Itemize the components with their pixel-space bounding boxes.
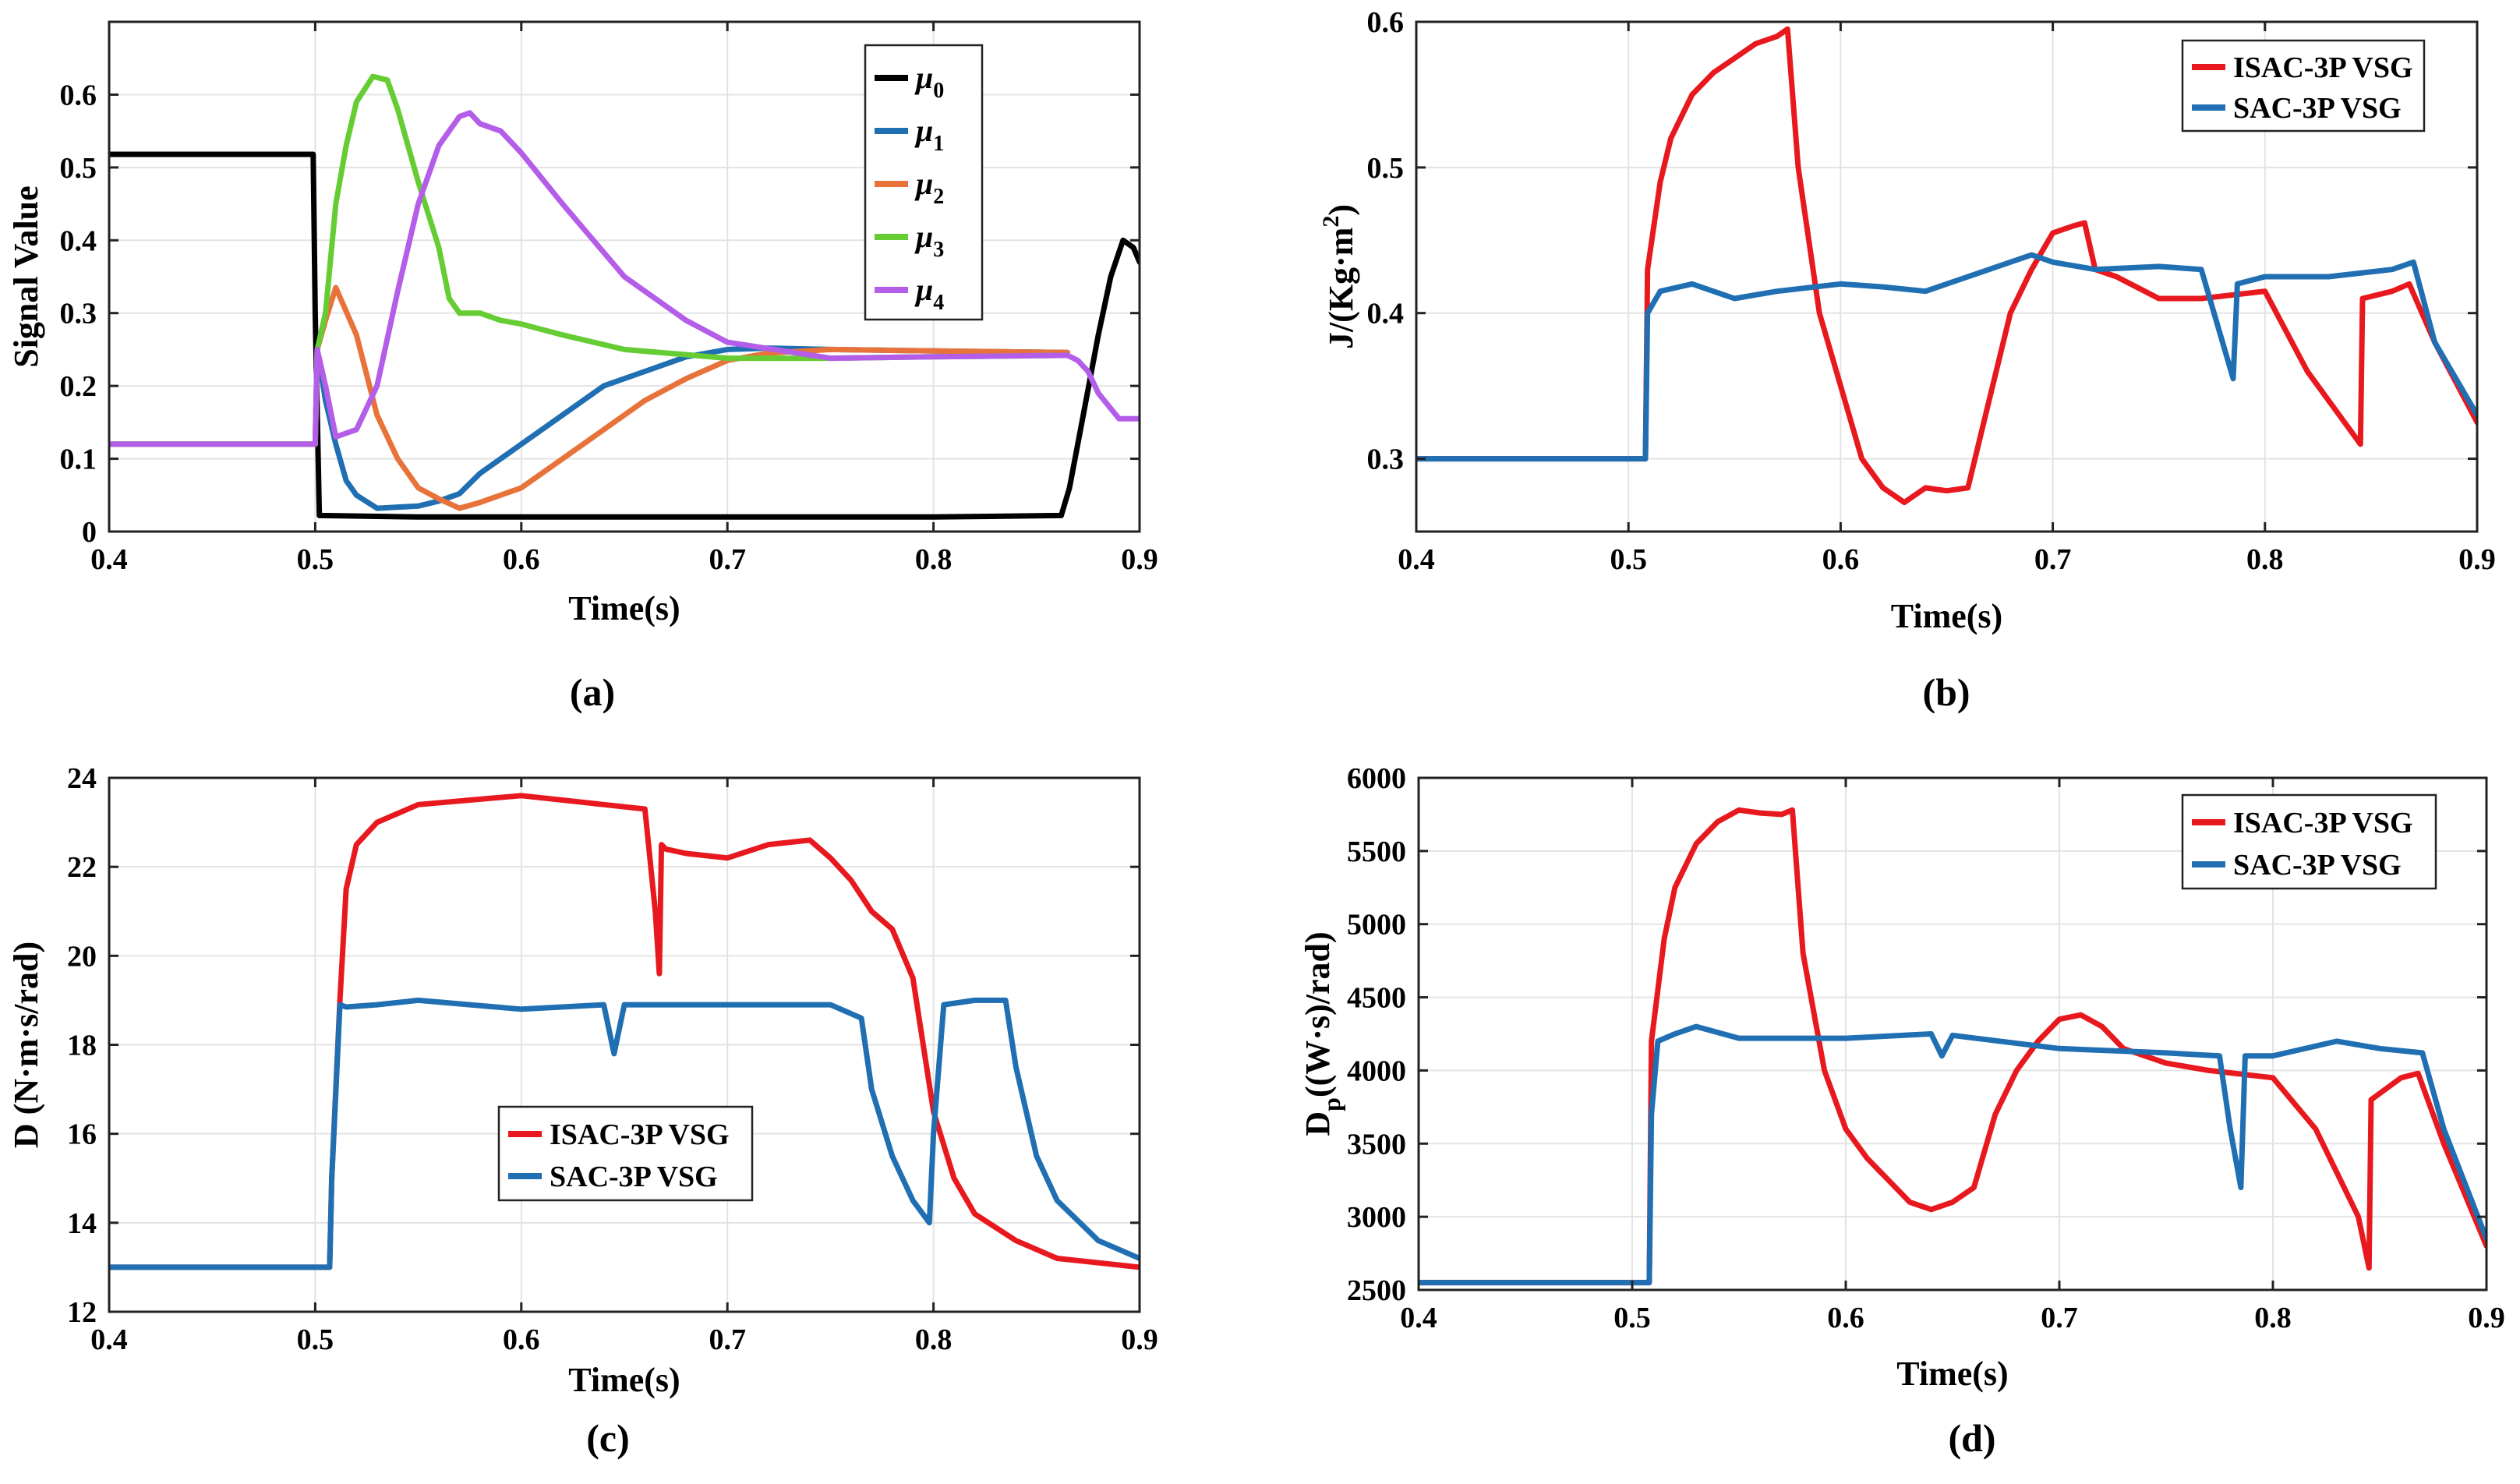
x-tick-label: 0.6 [503, 543, 540, 576]
legend-box [497, 1105, 754, 1202]
x-tick-label: 0.8 [2254, 1302, 2292, 1334]
y-tick-label: 5000 [1347, 909, 1406, 942]
axes-frame-d [1417, 776, 2488, 1291]
legend-box [2181, 793, 2437, 890]
y-axis-label: D (N·m·s/rad) [7, 942, 45, 1148]
legend-label: SAC-3P VSG [2233, 849, 2402, 882]
y-tick-label: 0.5 [1367, 152, 1405, 185]
legend-c: ISAC-3P VSG SAC-3P VSG [497, 1105, 754, 1202]
y-tick-label: 14 [67, 1207, 97, 1240]
series-line-d-1 [1419, 1023, 2486, 1286]
x-tick-label: 0.5 [297, 1323, 334, 1356]
y-tick-label: 0.2 [60, 370, 97, 403]
y-tick-label: 4500 [1347, 982, 1406, 1015]
caption-b: (b) [1922, 670, 1970, 714]
y-tick-label: 0.4 [1367, 298, 1405, 330]
axes-frame-b [1415, 20, 2479, 533]
x-axis-label: Time(s) [1891, 597, 2002, 635]
y-axis-label: Dp((W·s)/rad) [1299, 931, 1345, 1136]
series-line-c-1 [109, 997, 1140, 1270]
caption-d: (d) [1948, 1416, 1995, 1460]
series-line-a-3 [109, 73, 1070, 447]
legend-label: μ2 [914, 166, 944, 209]
x-tick-label: 0.7 [2041, 1302, 2078, 1334]
panel-a: 0.4 0.5 0.6 0.7 0.8 0.9 0 0.1 0.2 0.3 0.4 0.5 0.6 Tim… [7, 20, 1158, 714]
x-tick-label: 0.4 [90, 1323, 128, 1356]
x-axis-label: Time(s) [568, 1361, 680, 1399]
legend-label: SAC-3P VSG [550, 1161, 718, 1193]
y-tick-label: 3000 [1347, 1201, 1406, 1234]
axes-frame-a [108, 20, 1141, 533]
y-tick-label: 3500 [1347, 1128, 1406, 1161]
legend-label: μ3 [914, 219, 944, 262]
legend-box [2181, 39, 2426, 132]
x-tick-label: 0.6 [1822, 543, 1860, 576]
series-line-d-0 [1419, 807, 2486, 1286]
x-tick-label: 0.9 [2458, 543, 2496, 576]
caption-c: (c) [586, 1416, 630, 1460]
y-tick-label: 0.6 [60, 79, 97, 111]
x-tick-label: 0.8 [915, 1323, 953, 1356]
legend-label: ISAC-3P VSG [550, 1118, 730, 1151]
legend-label: SAC-3P VSG [2233, 92, 2402, 125]
y-tick-label: 0 [82, 516, 97, 549]
y-axis-label: J/(Kg·m2) [1318, 204, 1360, 349]
x-tick-label: 0.4 [90, 543, 128, 576]
y-tick-label: 0.4 [60, 224, 97, 257]
x-tick-label: 0.7 [709, 543, 746, 576]
y-tick-label: 0.3 [1367, 443, 1405, 476]
x-tick-label: 0.5 [1613, 1302, 1651, 1334]
x-tick-label: 0.7 [709, 1323, 746, 1356]
x-tick-label: 0.8 [2246, 543, 2284, 576]
series-group-a [109, 73, 1140, 520]
y-tick-label: 22 [67, 851, 97, 884]
x-tick-label: 0.9 [1121, 1323, 1158, 1356]
y-tick-label: 16 [67, 1118, 97, 1151]
y-axis-label: Signal Value [7, 186, 45, 368]
series-line-b-0 [1416, 26, 2477, 506]
series-group-b [1416, 26, 2477, 506]
y-tick-label: 0.6 [1367, 6, 1405, 39]
x-tick-label: 0.4 [1398, 543, 1435, 576]
series-line-a-4 [109, 110, 1140, 447]
x-axis-label: Time(s) [1896, 1355, 2008, 1393]
legend-label: μ0 [914, 60, 944, 103]
y-tick-label: 5500 [1347, 836, 1406, 868]
panel-d: 0.4 0.5 0.6 0.7 0.8 0.9 2500 3000 3500 4000 4500 50… [1299, 762, 2505, 1460]
x-tick-label: 0.5 [1610, 543, 1647, 576]
legend-label: μ1 [914, 113, 944, 156]
series-group-c [109, 793, 1140, 1270]
y-tick-label: 2500 [1347, 1274, 1406, 1307]
y-tick-label: 6000 [1347, 762, 1406, 795]
x-tick-label: 0.9 [2468, 1302, 2505, 1334]
y-tick-label: 18 [67, 1030, 97, 1062]
legend-label: ISAC-3P VSG [2233, 807, 2413, 839]
y-tick-label: 0.3 [60, 298, 97, 330]
y-tick-label: 24 [67, 762, 97, 795]
y-tick-label: 20 [67, 940, 97, 973]
x-tick-label: 0.6 [1827, 1302, 1864, 1334]
y-tick-label: 0.5 [60, 152, 97, 185]
caption-a: (a) [570, 670, 615, 714]
legend-label: ISAC-3P VSG [2233, 51, 2413, 84]
x-tick-label: 0.4 [1400, 1302, 1437, 1334]
series-group-d [1419, 807, 2486, 1286]
x-tick-label: 0.5 [297, 543, 334, 576]
x-tick-label: 0.9 [1121, 543, 1158, 576]
x-tick-label: 0.8 [915, 543, 953, 576]
legend-d: ISAC-3P VSG SAC-3P VSG [2181, 793, 2437, 890]
x-tick-label: 0.7 [2034, 543, 2072, 576]
x-axis-label: Time(s) [568, 589, 680, 627]
legend-label: μ4 [914, 272, 944, 315]
legend-a: μ0 μ1 μ2 μ3 μ4 [864, 44, 984, 321]
legend-b: ISAC-3P VSG SAC-3P VSG [2181, 39, 2426, 132]
series-line-b-1 [1416, 252, 2477, 462]
y-tick-label: 0.1 [60, 443, 97, 476]
y-tick-label: 4000 [1347, 1055, 1406, 1087]
x-tick-label: 0.6 [503, 1323, 540, 1356]
y-tick-label: 12 [67, 1296, 97, 1329]
panel-c: 0.4 0.5 0.6 0.7 0.8 0.9 12 14 16 18 20 22 24 Time(s) D… [7, 762, 1158, 1460]
panel-b: 0.4 0.5 0.6 0.7 0.8 0.9 0.3 0.4 0.5 0.6 Time(s) J/(… [1318, 6, 2496, 714]
